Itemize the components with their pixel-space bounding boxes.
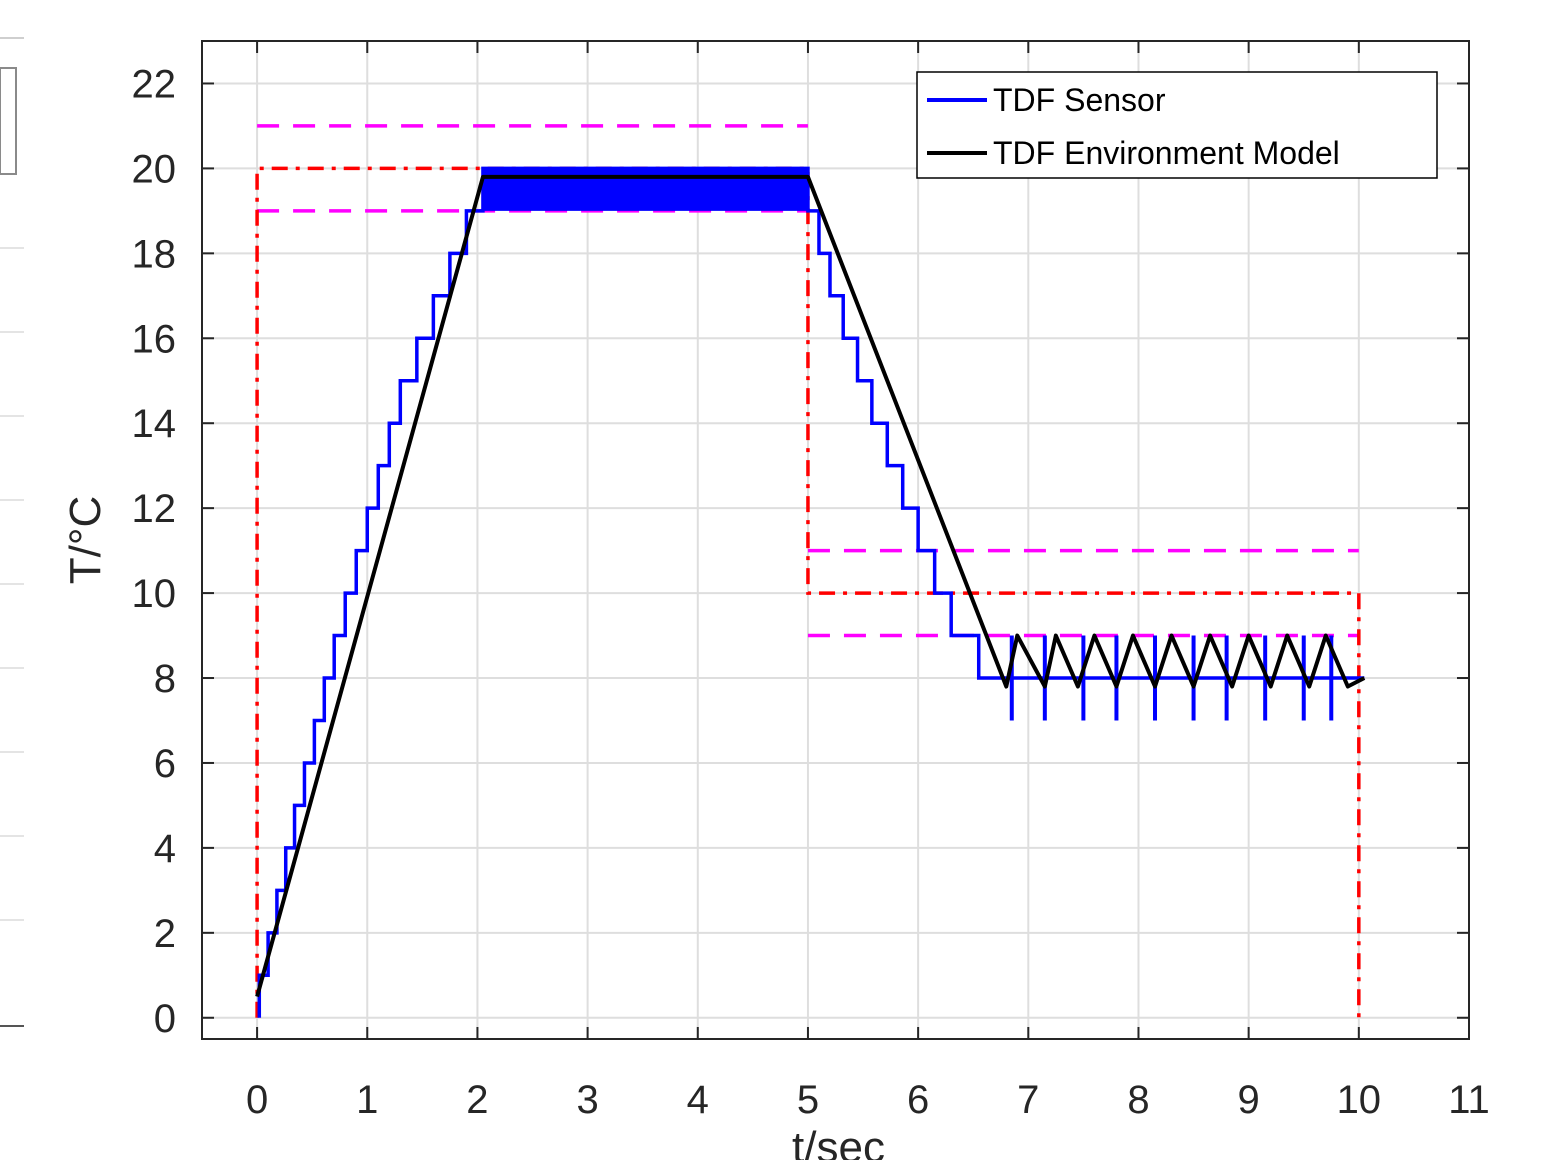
series-environment-model-line [255, 174, 1366, 998]
legend-box [916, 71, 1438, 179]
series-sensor-line [257, 166, 1365, 1018]
y-tick-label: 2 [154, 912, 176, 956]
y-tick-label: 18 [132, 232, 177, 276]
reference-lines [255, 124, 1361, 1018]
grid-lines [202, 41, 1470, 1039]
y-tick-label: 10 [132, 572, 177, 616]
x-tick-label: 4 [687, 1078, 709, 1122]
x-tick-label: 9 [1238, 1078, 1260, 1122]
y-tick-label: 6 [154, 742, 176, 786]
x-tick-label: 11 [1448, 1078, 1490, 1122]
sensor-band [482, 168, 808, 211]
y-tick-label: 12 [132, 487, 177, 531]
left-panel-lines [0, 37, 24, 1027]
y-tick-label: 16 [132, 317, 177, 361]
y-tick-label: 20 [132, 147, 177, 191]
y-tick-label: 14 [132, 402, 177, 446]
legend-label-sensor: TDF Sensor [993, 82, 1166, 118]
legend: TDF Sensor TDF Environment Model [916, 71, 1438, 179]
x-tick-label: 1 [356, 1078, 378, 1122]
x-tick-label: 8 [1127, 1078, 1149, 1122]
legend-label-environment-model: TDF Environment Model [993, 135, 1340, 171]
x-tick-label: 0 [246, 1078, 268, 1122]
x-tick-label: 7 [1017, 1078, 1039, 1122]
x-tick-label: 3 [576, 1078, 598, 1122]
y-tick-label: 4 [154, 827, 176, 871]
y-tick-label: 8 [154, 657, 176, 701]
x-tick-label: 6 [907, 1078, 929, 1122]
x-tick-label: 10 [1337, 1078, 1382, 1122]
y-tick-label: 22 [132, 62, 177, 106]
y-axis-label: T/°C [61, 496, 110, 584]
x-axis-label: t/sec [792, 1123, 885, 1160]
series-layer [255, 166, 1366, 1018]
x-tick-label: 5 [797, 1078, 819, 1122]
left-panel-strip [0, 0, 28, 1160]
y-tick-label: 0 [154, 997, 176, 1041]
plot-frame [201, 40, 1470, 1040]
x-tick-label: 2 [466, 1078, 488, 1122]
